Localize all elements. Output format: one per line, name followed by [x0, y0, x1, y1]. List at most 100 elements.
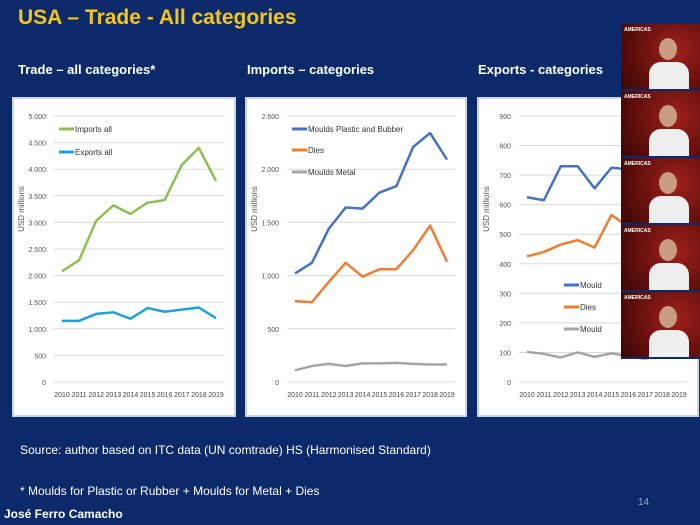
page-number: 14 [638, 497, 650, 508]
y-tick-label: 4.500 [28, 141, 46, 148]
chart-subtitle-exports: Exports - categories [478, 62, 603, 77]
y-tick-label: 1.500 [28, 300, 46, 307]
series-line-1 [62, 306, 217, 323]
x-tick-label: 2019 [208, 392, 224, 399]
x-tick-label: 2014 [355, 392, 371, 399]
y-tick-label: 2.000 [261, 167, 279, 174]
legend-label: Mould [580, 325, 602, 334]
y-tick-label: 500 [34, 353, 46, 360]
x-tick-label: 2017 [637, 392, 653, 399]
x-tick-label: 2019 [671, 392, 687, 399]
x-tick-label: 2017 [174, 392, 190, 399]
participant-body [649, 196, 689, 223]
x-tick-label: 2010 [287, 392, 303, 399]
x-tick-label: 2016 [157, 392, 173, 399]
x-tick-label: 2010 [519, 392, 535, 399]
y-tick-label: 900 [499, 114, 511, 121]
x-tick-label: 2015 [140, 392, 156, 399]
legend-label: Exports all [75, 148, 113, 157]
y-tick-label: 3.000 [28, 220, 46, 227]
y-tick-label: 5.000 [28, 114, 46, 121]
video-tile[interactable]: AMERICAS [621, 91, 700, 158]
x-tick-label: 2013 [338, 392, 354, 399]
y-tick-label: 3.500 [28, 194, 46, 201]
chart-subtitle-trade: Trade – all categories* [18, 62, 156, 77]
chart-trade: USD millions 0 500 1.000 1.500 2.000 2.500 3.00… [12, 97, 236, 417]
y-tick-label: 300 [499, 291, 511, 298]
y-tick-label: 1.000 [28, 327, 46, 334]
x-tick-label: 2015 [372, 392, 388, 399]
series-line-0 [61, 146, 218, 273]
participant-head [659, 239, 677, 261]
legend-label: Moulds Plastic and Bubber [308, 125, 404, 134]
logo: AMERICAS [624, 161, 651, 167]
legend-label: Mould [580, 281, 602, 290]
x-tick-label: 2019 [439, 392, 455, 399]
x-tick-label: 2016 [389, 392, 405, 399]
y-tick-label: 400 [499, 262, 511, 269]
x-tick-label: 2017 [405, 392, 421, 399]
x-tick-label: 2016 [621, 392, 637, 399]
participant-head [659, 38, 677, 60]
logo: AMERICAS [624, 295, 651, 301]
legend-label: Dies [308, 146, 324, 155]
series-line-2 [294, 361, 447, 372]
x-tick-label: 2014 [123, 392, 139, 399]
y-tick-label: 700 [499, 173, 511, 180]
x-tick-label: 2013 [106, 392, 122, 399]
author-name: José Ferro Camacho [4, 507, 123, 521]
x-tick-label: 2018 [422, 392, 438, 399]
y-tick-label: 0 [507, 380, 511, 387]
participant-body [649, 263, 689, 290]
y-tick-label: 1.000 [261, 274, 279, 281]
x-tick-label: 2015 [604, 392, 620, 399]
series-line-1 [294, 224, 449, 304]
slide-title: USA – Trade - All categories [18, 6, 297, 29]
x-tick-label: 2011 [304, 392, 319, 399]
y-tick-label: 0 [275, 380, 279, 387]
y-tick-label: 100 [499, 350, 511, 357]
y-axis-label: USD millions [17, 186, 26, 232]
participant-body [649, 62, 689, 89]
y-tick-label: 2.500 [28, 247, 46, 254]
video-tile[interactable]: AMERICAS [621, 292, 700, 359]
chart-imports: USD millions 0 500 1.000 1.500 2.000 2.500 2010… [245, 97, 467, 417]
video-tile[interactable]: AMERICAS [621, 24, 700, 91]
series-line-1 [526, 213, 630, 258]
source-note: Source: author based on ITC data (UN com… [20, 443, 431, 457]
y-tick-label: 0 [42, 380, 46, 387]
logo: AMERICAS [624, 27, 651, 33]
participant-body [649, 330, 689, 357]
legend-label: Dies [580, 303, 596, 312]
participant-head [659, 172, 677, 194]
y-tick-label: 200 [499, 321, 511, 328]
y-tick-label: 800 [499, 144, 511, 151]
x-tick-label: 2018 [191, 392, 207, 399]
y-tick-label: 2.000 [28, 274, 46, 281]
y-tick-label: 500 [267, 327, 279, 334]
series-line-0 [294, 131, 449, 275]
legend-label: Moulds Metal [308, 168, 356, 177]
x-tick-label: 2012 [88, 392, 104, 399]
y-axis-label: USD millions [482, 186, 491, 232]
video-tile[interactable]: AMERICAS [621, 225, 700, 292]
x-tick-label: 2011 [72, 392, 87, 399]
participant-head [659, 105, 677, 127]
x-tick-label: 2011 [536, 392, 551, 399]
y-tick-label: 600 [499, 203, 511, 210]
y-tick-label: 500 [499, 232, 511, 239]
x-tick-label: 2012 [321, 392, 337, 399]
x-tick-label: 2013 [570, 392, 586, 399]
legend-label: Imports all [75, 125, 112, 134]
video-tile[interactable]: AMERICAS [621, 158, 700, 225]
series-line-0 [526, 164, 629, 202]
y-tick-label: 1.500 [261, 220, 279, 227]
x-tick-label: 2014 [587, 392, 603, 399]
footnote: * Moulds for Plastic or Rubber + Moulds … [20, 484, 320, 498]
y-tick-label: 2.500 [261, 114, 279, 121]
participant-head [659, 306, 677, 328]
y-axis-label: USD millions [250, 186, 259, 232]
participant-body [649, 129, 689, 156]
y-tick-label: 4.000 [28, 167, 46, 174]
chart-subtitle-imports: Imports – categories [247, 62, 375, 77]
